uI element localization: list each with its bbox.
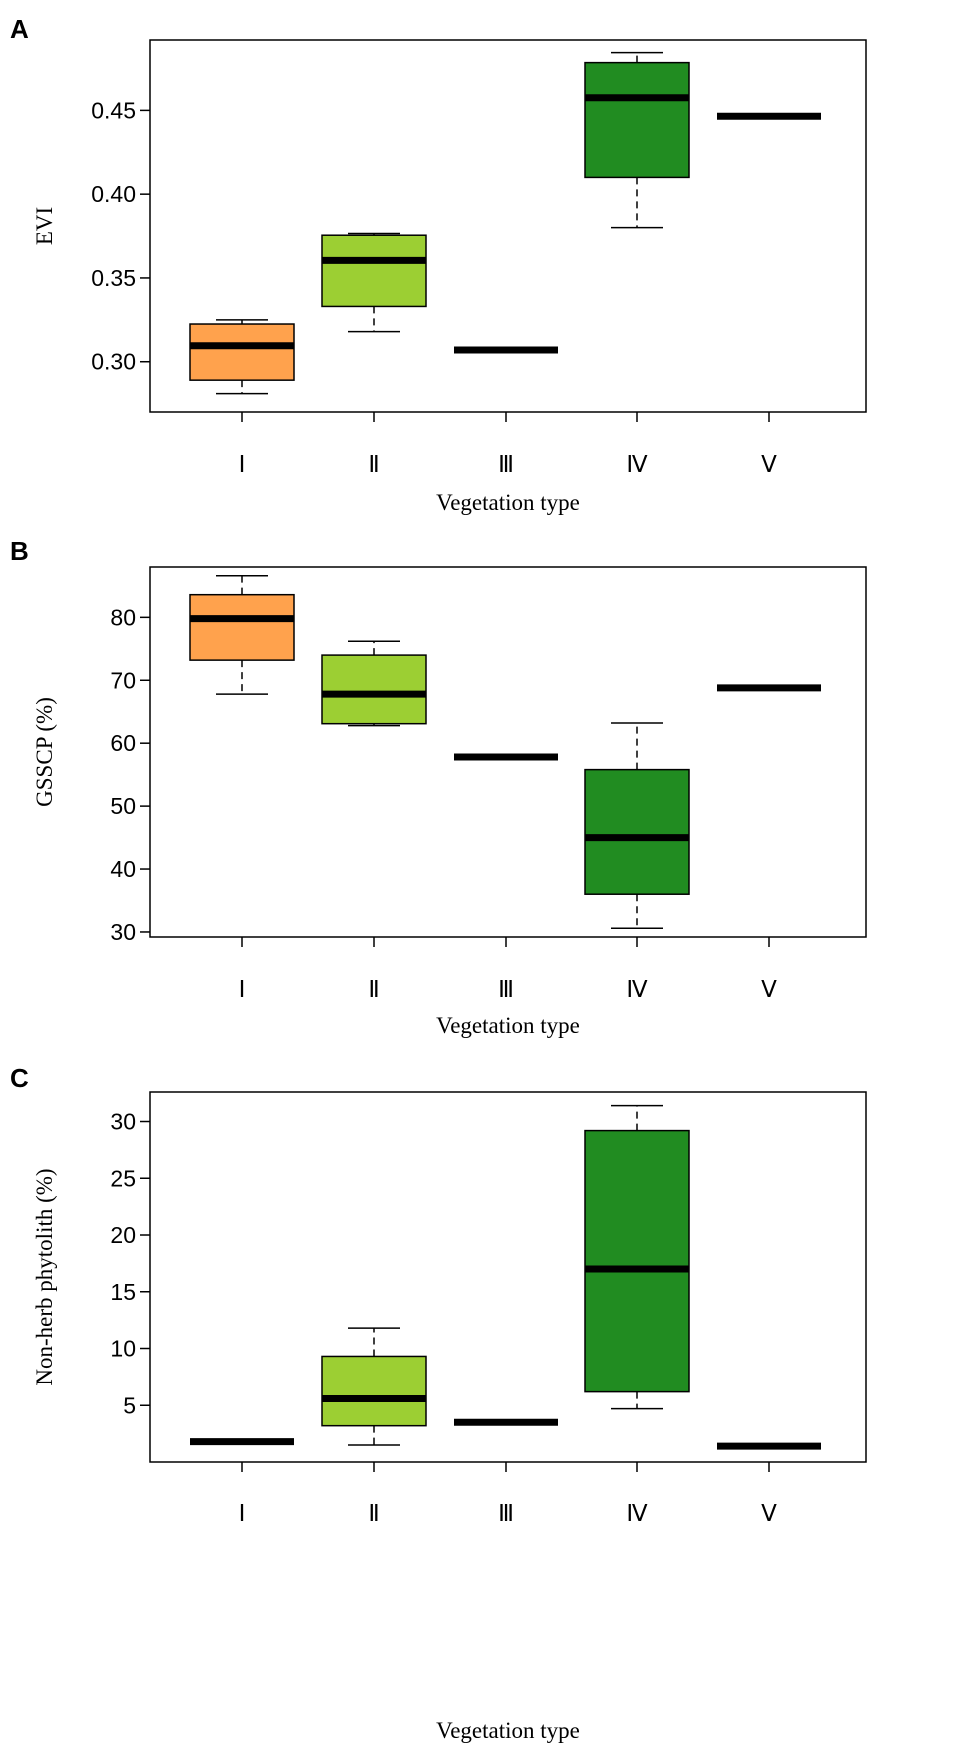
y-tick-label: 30 xyxy=(110,1109,136,1135)
y-tick-label: 0.45 xyxy=(91,97,136,123)
y-tick-label: 80 xyxy=(110,604,136,630)
box-4 xyxy=(584,1104,690,1410)
box-1 xyxy=(189,575,295,695)
plot-frame xyxy=(149,566,867,938)
x-axis-title: Vegetation type xyxy=(436,490,580,515)
box-2 xyxy=(321,640,427,727)
box-4 xyxy=(584,722,690,929)
x-tick-label: Ⅲ xyxy=(498,976,514,1002)
x-tick-label: Ⅱ xyxy=(368,451,379,477)
x-tick-label: Ⅳ xyxy=(626,1500,648,1526)
box-body xyxy=(189,323,295,381)
panel-label: C xyxy=(10,1063,29,1093)
x-tick-label: Ⅱ xyxy=(368,976,379,1002)
panel-label: B xyxy=(10,536,29,566)
y-tick-label: 50 xyxy=(110,793,136,819)
x-tick-label: Ⅳ xyxy=(626,451,648,477)
box-2 xyxy=(321,1327,427,1446)
box-body xyxy=(189,593,295,661)
chart-panel-c: C 5 10 15 20 25 30 Ⅰ Ⅱ Ⅲ Ⅳ Ⅴ Vegetation type Non-herb… xyxy=(10,1063,867,1743)
x-axis-title: Vegetation type xyxy=(436,1718,580,1743)
y-axis-title: EVI xyxy=(32,207,57,245)
y-tick-label: 10 xyxy=(110,1336,136,1362)
x-tick-label: Ⅰ xyxy=(239,976,246,1002)
y-axis-title: GSSCP (%) xyxy=(32,697,57,807)
box-2 xyxy=(321,232,427,333)
x-tick-label: Ⅳ xyxy=(626,976,648,1002)
y-tick-label: 5 xyxy=(123,1392,136,1418)
y-tick-label: 20 xyxy=(110,1222,136,1248)
x-tick-label: Ⅲ xyxy=(498,1500,514,1526)
x-tick-label: Ⅰ xyxy=(239,451,246,477)
y-tick-label: 0.40 xyxy=(91,181,136,207)
y-tick-label: 60 xyxy=(110,730,136,756)
box-body xyxy=(584,1129,690,1393)
y-tick-label: 0.35 xyxy=(91,265,136,291)
y-axis-title: Non-herb phytolith (%) xyxy=(32,1168,57,1385)
y-tick-label: 15 xyxy=(110,1279,136,1305)
box-body xyxy=(584,61,690,179)
y-tick-label: 0.30 xyxy=(91,349,136,375)
x-tick-label: Ⅴ xyxy=(761,1500,777,1526)
chart-panel-a: A 0.30 0.35 0.40 0.45 Ⅰ Ⅱ Ⅲ Ⅳ Ⅴ Vegetation type EVI xyxy=(10,14,867,515)
x-tick-label: Ⅲ xyxy=(498,451,514,477)
box-body xyxy=(584,768,690,895)
y-tick-label: 30 xyxy=(110,919,136,945)
plot-frame xyxy=(149,39,867,413)
x-axis-title: Vegetation type xyxy=(436,1013,580,1038)
x-tick-label: Ⅴ xyxy=(761,976,777,1002)
plot-frame xyxy=(149,1091,867,1463)
box-body xyxy=(321,234,427,308)
box-body xyxy=(321,654,427,725)
y-tick-label: 25 xyxy=(110,1165,136,1191)
y-tick-label: 70 xyxy=(110,667,136,693)
box-4 xyxy=(584,51,690,229)
chart-panel-b: B 30 40 50 60 70 80 Ⅰ Ⅱ Ⅲ Ⅳ Ⅴ Vegetation type GSSCP (… xyxy=(10,536,867,1038)
x-tick-label: Ⅴ xyxy=(761,451,777,477)
y-tick-label: 40 xyxy=(110,856,136,882)
box-body xyxy=(321,1355,427,1427)
x-tick-label: Ⅱ xyxy=(368,1500,379,1526)
panel-label: A xyxy=(10,14,29,44)
x-tick-label: Ⅰ xyxy=(239,1500,246,1526)
box-1 xyxy=(189,319,295,395)
